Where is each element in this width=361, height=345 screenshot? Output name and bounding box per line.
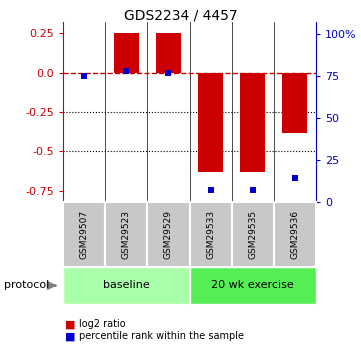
Text: 20 wk exercise: 20 wk exercise — [211, 280, 294, 290]
Bar — [198, 73, 223, 172]
Text: GSM29507: GSM29507 — [80, 210, 89, 259]
Bar — [156, 33, 181, 73]
Text: log2 ratio: log2 ratio — [79, 319, 126, 329]
Text: GDS2234 / 4457: GDS2234 / 4457 — [124, 9, 237, 23]
Text: GSM29536: GSM29536 — [290, 210, 299, 259]
Text: ■: ■ — [65, 319, 75, 329]
Bar — [282, 73, 308, 132]
Text: baseline: baseline — [103, 280, 150, 290]
Text: ■: ■ — [65, 332, 75, 341]
Bar — [114, 33, 139, 73]
Text: protocol: protocol — [4, 280, 49, 290]
Bar — [240, 73, 265, 172]
Text: percentile rank within the sample: percentile rank within the sample — [79, 332, 244, 341]
Text: GSM29523: GSM29523 — [122, 210, 131, 259]
Text: GSM29535: GSM29535 — [248, 210, 257, 259]
Text: GSM29533: GSM29533 — [206, 210, 215, 259]
Text: GSM29529: GSM29529 — [164, 210, 173, 259]
